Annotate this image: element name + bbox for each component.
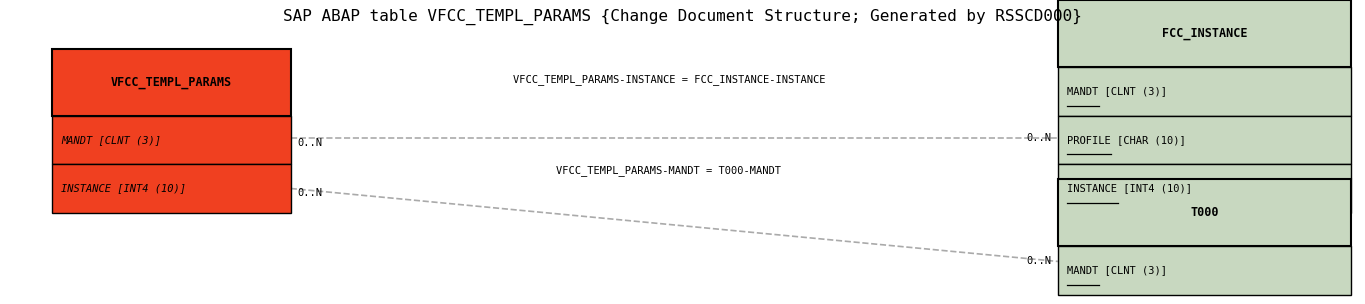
Text: PROFILE [CHAR (10)]: PROFILE [CHAR (10)] [1067,135,1186,145]
Bar [52,164,291,213]
Text: VFCC_TEMPL_PARAMS-MANDT = T000-MANDT: VFCC_TEMPL_PARAMS-MANDT = T000-MANDT [557,165,781,176]
Text: VFCC_TEMPL_PARAMS: VFCC_TEMPL_PARAMS [111,76,232,88]
Text: 0..N: 0..N [1026,133,1051,143]
Bar [1058,164,1351,213]
Text: INSTANCE [INT4 (10)]: INSTANCE [INT4 (10)] [61,184,187,193]
Text: FCC_INSTANCE: FCC_INSTANCE [1162,27,1248,40]
Text: MANDT [CLNT (3)]: MANDT [CLNT (3)] [61,135,161,145]
Bar [1058,116,1351,164]
Text: INSTANCE [INT4 (10)]: INSTANCE [INT4 (10)] [1067,184,1193,193]
Text: 0..N: 0..N [1026,257,1051,266]
Bar [1058,179,1351,246]
Bar [1058,0,1351,67]
Text: 0..N: 0..N [298,188,322,199]
Text: MANDT [CLNT (3)]: MANDT [CLNT (3)] [1067,86,1167,96]
Text: T000: T000 [1190,206,1219,219]
Bar [52,49,291,116]
Bar [1058,67,1351,116]
Text: 0..N: 0..N [298,138,322,148]
Text: VFCC_TEMPL_PARAMS-INSTANCE = FCC_INSTANCE-INSTANCE: VFCC_TEMPL_PARAMS-INSTANCE = FCC_INSTANC… [513,74,824,85]
Bar [52,116,291,164]
Bar [1058,246,1351,295]
Text: SAP ABAP table VFCC_TEMPL_PARAMS {Change Document Structure; Generated by RSSCD0: SAP ABAP table VFCC_TEMPL_PARAMS {Change… [283,9,1082,25]
Text: MANDT [CLNT (3)]: MANDT [CLNT (3)] [1067,266,1167,275]
